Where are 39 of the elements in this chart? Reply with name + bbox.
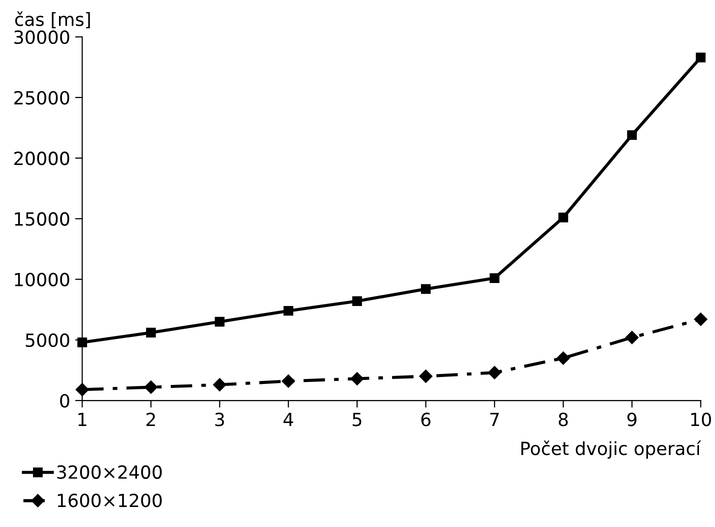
x-tick-label: 7	[490, 412, 499, 426]
legend-label: 3200×2400	[57, 465, 162, 479]
point	[282, 374, 295, 388]
x-tick-label: 8	[558, 412, 568, 426]
x-tick-label: 2	[146, 412, 155, 426]
point	[352, 296, 362, 306]
x-tick-label: 6	[421, 412, 430, 426]
point	[284, 306, 294, 316]
x-axis-title: Počet dvojic operací	[521, 440, 702, 459]
point	[144, 380, 158, 394]
point	[558, 212, 568, 222]
y-axis-title: čas [ms]	[15, 11, 90, 28]
point	[696, 52, 706, 62]
x-tick-label: 10	[691, 412, 711, 426]
y-tick-label: 25000	[14, 90, 70, 105]
point	[625, 330, 639, 344]
point	[214, 316, 225, 327]
point	[627, 130, 637, 140]
point	[350, 372, 364, 386]
point	[420, 284, 431, 294]
point	[146, 328, 156, 338]
x-tick-label: 3	[215, 412, 224, 426]
point	[488, 366, 502, 380]
y-tick-label: 10000	[14, 272, 70, 286]
x-tick-label: 4	[284, 412, 294, 426]
y-tick-label: 20000	[14, 152, 70, 166]
point	[419, 370, 432, 383]
y-tick-label: 0	[60, 394, 70, 408]
point	[490, 273, 500, 283]
x-tick-label: 9	[627, 412, 636, 426]
legend-label: 1600×1200	[58, 494, 162, 508]
y-tick-label: 15000	[14, 212, 70, 226]
y-tick-label: 5000	[26, 333, 70, 348]
point	[213, 378, 226, 392]
point	[556, 352, 570, 365]
x-tick-label: 5	[352, 412, 362, 426]
y-tick-label: 30000	[14, 30, 70, 44]
point	[694, 312, 708, 326]
x-tick-label: 1	[78, 412, 86, 426]
